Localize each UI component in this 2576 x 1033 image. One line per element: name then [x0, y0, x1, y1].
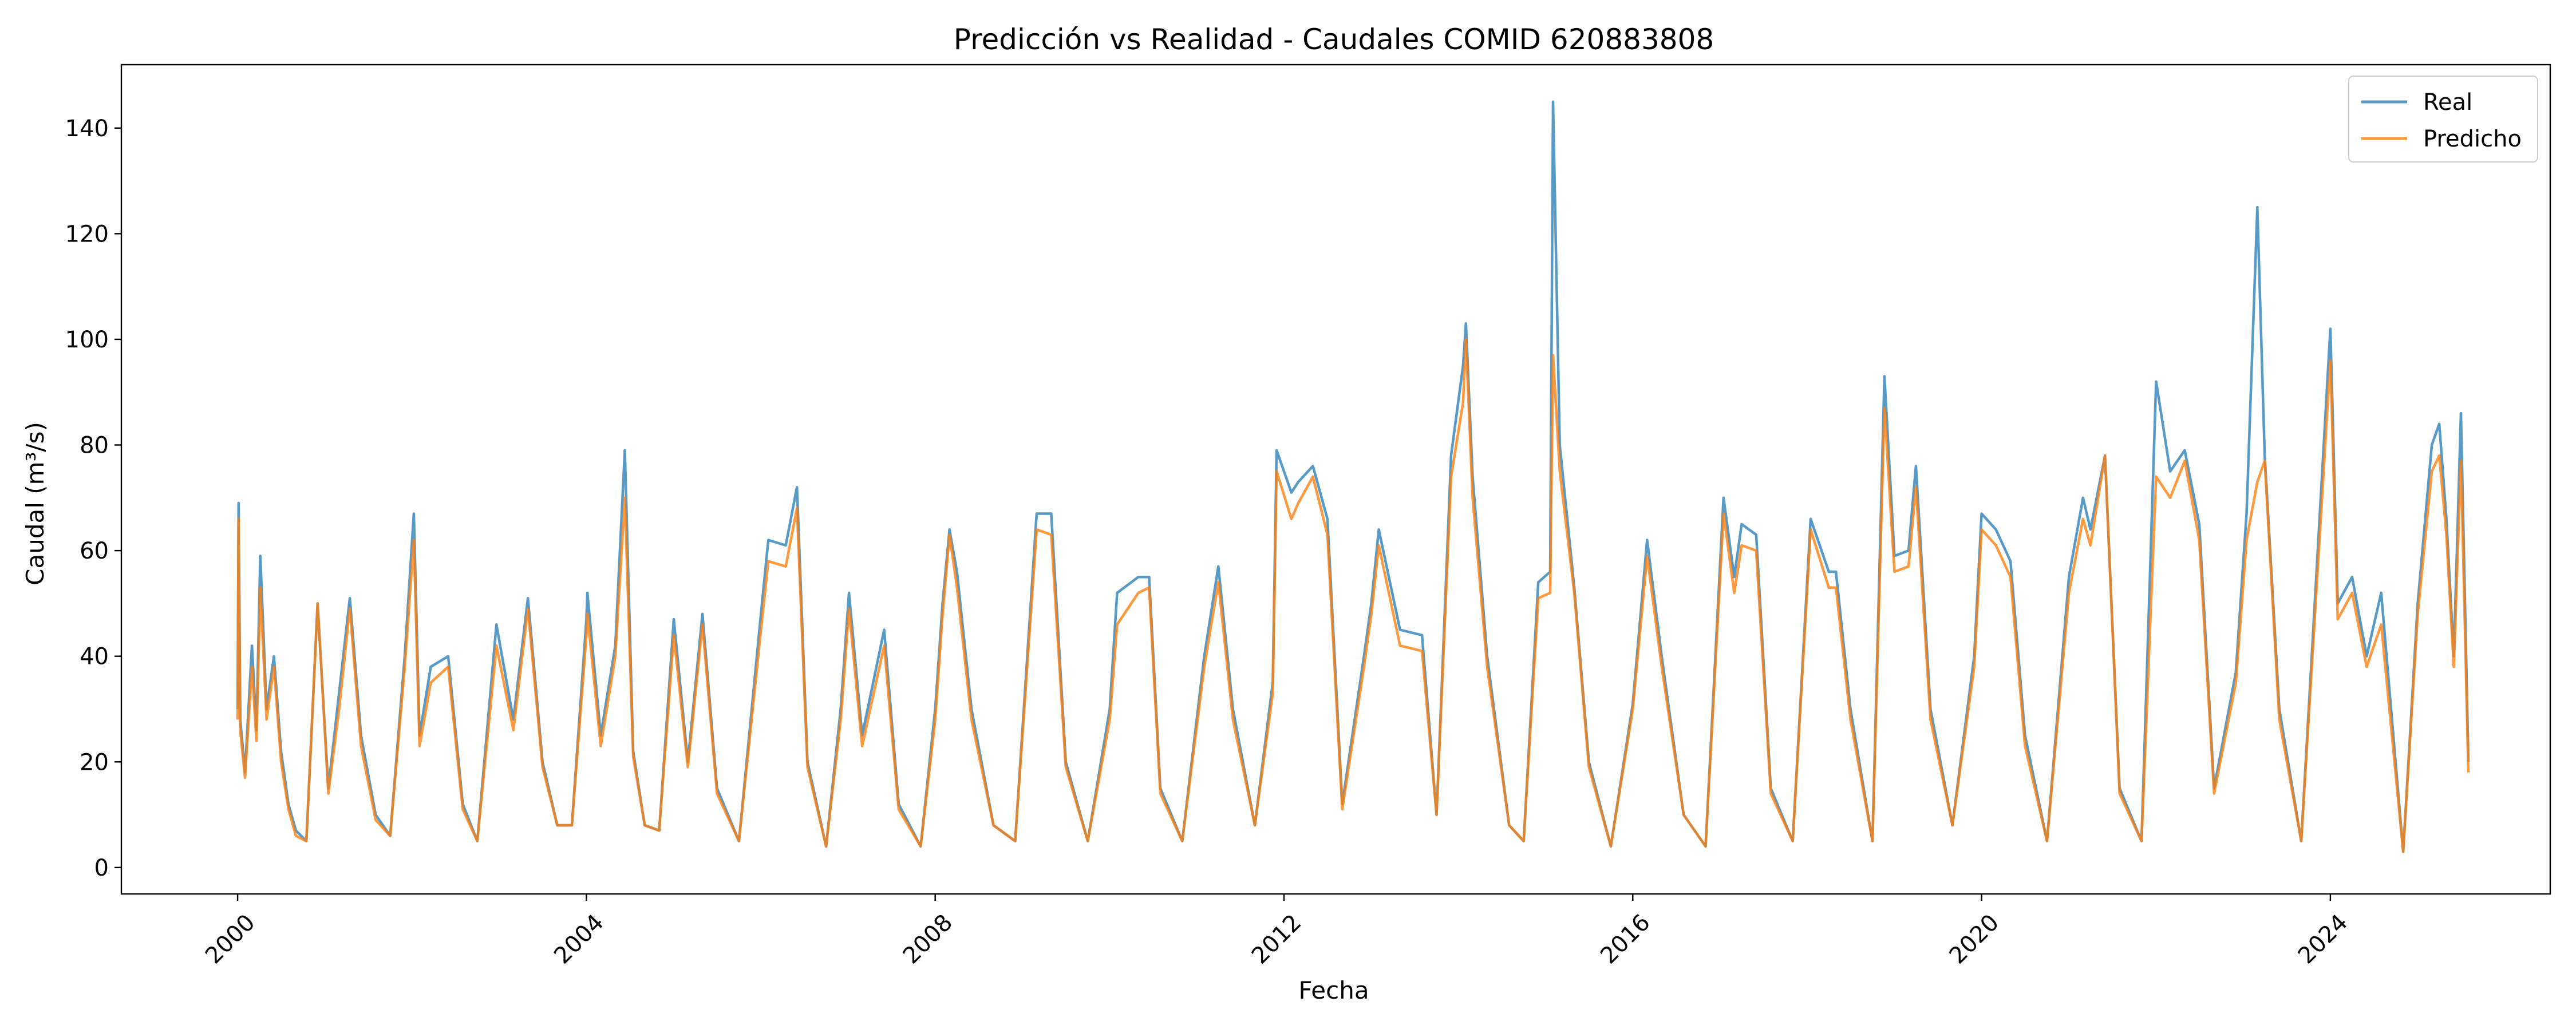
y-tick-label: 120 — [65, 221, 109, 247]
legend-label-predicho: Predicho — [2423, 126, 2522, 152]
x-axis-label: Fecha — [1298, 976, 1369, 1004]
legend: Real Predicho — [2348, 76, 2538, 163]
y-axis-label: Caudal (m³/s) — [21, 422, 49, 585]
chart-title: Predicción vs Realidad - Caudales COMID … — [954, 23, 1714, 56]
series-line-real — [236, 100, 2470, 853]
legend-box — [2348, 76, 2538, 163]
y-tick-label: 20 — [80, 749, 109, 775]
plot-area — [236, 100, 2470, 853]
series-line-predicho — [236, 338, 2470, 853]
y-tick-label: 60 — [80, 538, 109, 564]
y-tick-label: 0 — [94, 855, 109, 881]
y-tick-label: 140 — [65, 116, 109, 142]
y-tick-label: 80 — [80, 433, 109, 459]
y-tick-label: 40 — [80, 644, 109, 670]
y-tick-label: 100 — [65, 327, 109, 353]
plot-frame — [120, 64, 2551, 895]
legend-label-real: Real — [2423, 89, 2472, 116]
